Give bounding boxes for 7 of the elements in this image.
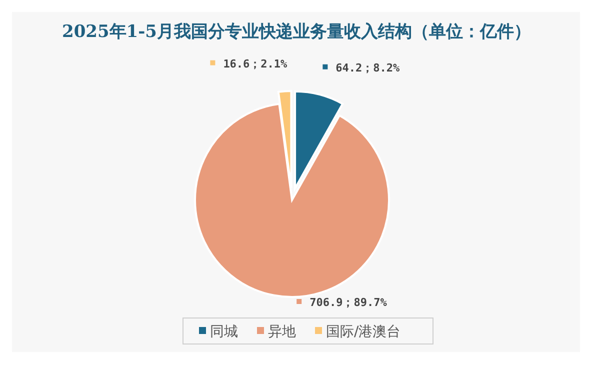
legend-label: 国际/港澳台: [326, 324, 401, 340]
data-label: 16.6；2.1%: [223, 57, 288, 70]
chart-title: 2025年1-5月我国分专业快递业务量收入结构（单位：亿件）: [62, 22, 532, 42]
data-label: 64.2；8.2%: [336, 61, 400, 74]
legend-label: 异地: [268, 324, 296, 340]
legend-label: 同城: [210, 324, 238, 340]
data-label: 706.9；89.7%: [310, 296, 388, 309]
